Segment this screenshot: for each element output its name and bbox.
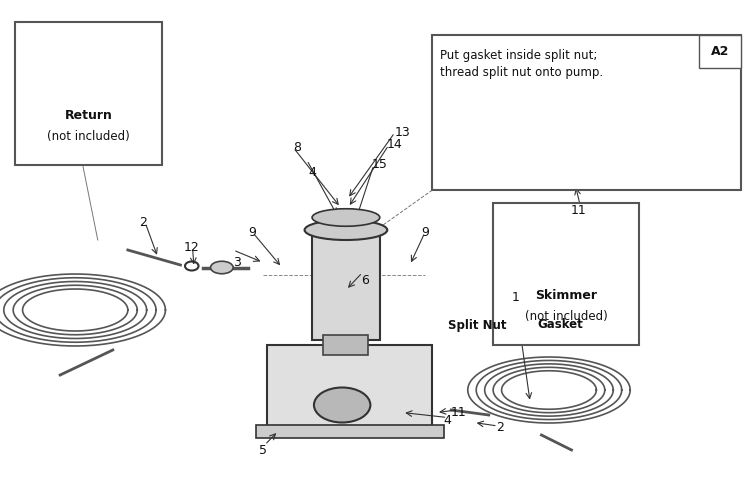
Text: 11: 11 [572,204,587,216]
Text: 15: 15 [371,158,388,172]
Text: 11: 11 [451,406,466,419]
Text: 6: 6 [361,274,368,286]
Text: (not included): (not included) [47,130,130,143]
Text: Skimmer: Skimmer [535,288,597,302]
Bar [312,230,380,340]
Text: 4: 4 [444,414,451,426]
Text: 12: 12 [184,241,199,254]
Text: 1: 1 [511,291,519,304]
Text: 9: 9 [421,226,429,239]
Bar [267,345,432,435]
Text: 14: 14 [387,138,402,151]
Text: 4: 4 [308,166,316,179]
Text: Return: Return [65,108,112,122]
Text: thread split nut onto pump.: thread split nut onto pump. [440,66,603,79]
Ellipse shape [305,220,387,240]
Text: Put gasket inside split nut;: Put gasket inside split nut; [440,48,597,62]
Bar [432,35,741,190]
Ellipse shape [312,209,380,226]
Text: A2: A2 [711,44,729,58]
Bar [699,35,741,68]
Ellipse shape [314,388,371,422]
Ellipse shape [211,261,233,274]
Bar [323,335,368,355]
Bar [493,202,639,345]
Text: 2: 2 [496,421,504,434]
Text: Split Nut: Split Nut [448,318,507,332]
Bar [15,22,162,165]
Text: 8: 8 [293,141,301,154]
Text: Gasket: Gasket [538,318,583,332]
Text: 3: 3 [233,256,241,269]
Text: 9: 9 [248,226,256,239]
Text: 13: 13 [395,126,410,139]
Text: 2: 2 [139,216,147,229]
Bar [256,425,444,438]
Text: 5: 5 [259,444,267,456]
Text: (not included): (not included) [524,310,608,323]
